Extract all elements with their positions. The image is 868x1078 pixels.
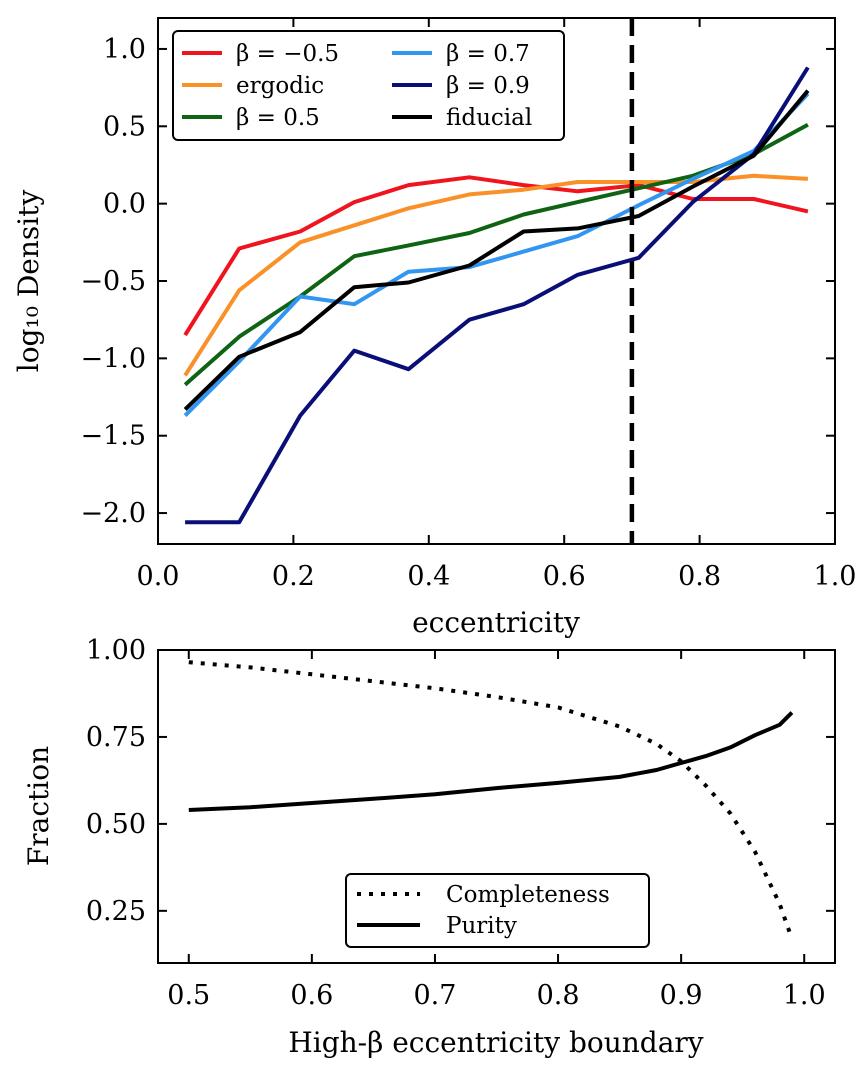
legend-label-fiducial: fiducial [446, 105, 532, 131]
density-series-group [183, 66, 810, 525]
fraction-legend-frame [345, 873, 650, 948]
density-line-0-9 [185, 66, 810, 525]
legend-label-beta-neg05: β = −0.5 [236, 41, 339, 67]
fraction-y-axis-label: Fraction [22, 746, 55, 866]
legend-label-beta-07: β = 0.7 [446, 41, 530, 67]
fraction-xtick-label: 1.0 [783, 980, 826, 1011]
fraction-xtick-label: 0.7 [413, 980, 456, 1011]
density-ytick-label: −1.5 [80, 421, 146, 452]
fraction-x-axis-label: High-β eccentricity boundary [288, 1026, 703, 1059]
fraction-series-group [188, 660, 794, 940]
fraction-ytick-label: 0.75 [86, 722, 146, 753]
legend-label-beta-05: β = 0.5 [236, 105, 320, 131]
density-xtick-label: 0.0 [137, 561, 180, 592]
legend-label-ergodic: ergodic [236, 73, 324, 99]
density-ytick-label: 1.0 [103, 34, 146, 65]
fraction-axis-ticks: 0.5 0.6 0.7 0.8 0.9 1.0 0.25 0.50 0.75 1.00 [86, 635, 835, 1011]
density-ytick-label: −1.0 [80, 343, 146, 374]
fraction-xtick-label: 0.8 [537, 980, 580, 1011]
legend-label-completeness: Completeness [446, 882, 610, 908]
density-ytick-label: 0.5 [103, 111, 146, 142]
fraction-ytick-label: 0.25 [86, 896, 146, 927]
density-y-axis-label: log₁₀ Density [12, 190, 45, 373]
density-ytick-label: −2.0 [80, 498, 146, 529]
fraction-panel: 0.5 0.6 0.7 0.8 0.9 1.0 0.25 0.50 0.75 1.00 Compl… [22, 635, 836, 1059]
density-ytick-label: 0.0 [103, 189, 146, 220]
fraction-ytick-label: 1.00 [86, 635, 146, 666]
legend-label-purity: Purity [446, 913, 517, 939]
fraction-xtick-label: 0.5 [167, 980, 210, 1011]
fraction-line-purity [188, 711, 794, 812]
density-xtick-label: 0.8 [678, 561, 721, 592]
density-x-axis-label: eccentricity [412, 606, 580, 639]
fraction-xtick-label: 0.9 [660, 980, 703, 1011]
density-axis-ticks: 0.0 0.2 0.4 0.6 0.8 1.0 −2.0 −1.5 −1.0 −0.5 0.0 0.5… [80, 18, 856, 592]
density-xtick-label: 0.6 [543, 561, 586, 592]
fraction-legend: Completeness Purity [345, 873, 650, 948]
density-line-fiducial [183, 89, 810, 411]
density-line-0-5 [183, 175, 809, 337]
density-xtick-label: 0.2 [272, 561, 315, 592]
density-panel: 0.0 0.2 0.4 0.6 0.8 1.0 −2.0 −1.5 −1.0 −0.5 0.0 0.5… [12, 17, 856, 639]
density-ytick-label: −0.5 [80, 266, 146, 297]
fraction-plot-frame [157, 649, 836, 964]
fraction-ytick-label: 0.50 [86, 809, 146, 840]
density-legend: β = −0.5 ergodic β = 0.5 β = 0.7 β = 0.9… [172, 30, 565, 141]
density-xtick-label: 1.0 [814, 561, 857, 592]
legend-label-beta-09: β = 0.9 [446, 73, 530, 99]
density-xtick-label: 0.4 [407, 561, 450, 592]
density-line-0-7 [183, 92, 810, 418]
fraction-xtick-label: 0.6 [290, 980, 333, 1011]
fraction-line-completeness [188, 660, 794, 940]
density-legend-frame [172, 30, 565, 141]
